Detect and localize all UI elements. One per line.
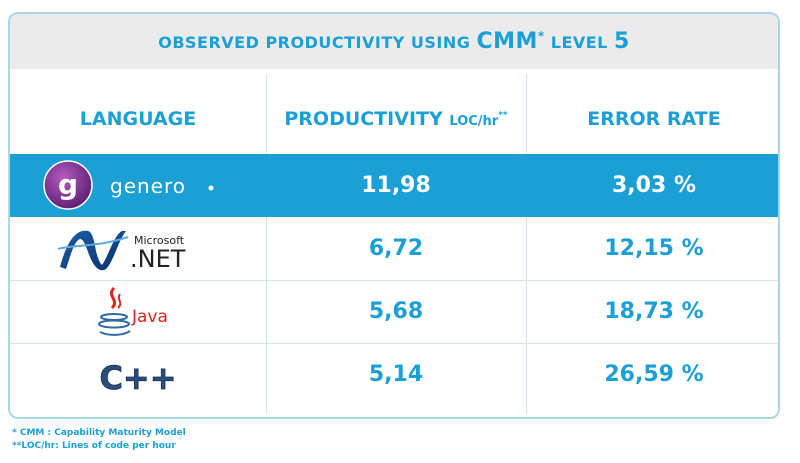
column-divider: [526, 74, 527, 414]
productivity-value: 11,98: [361, 173, 431, 198]
genero-logo: g genero: [10, 154, 266, 217]
microsoft-text: Microsoft: [134, 234, 185, 247]
title-level-number: 5: [613, 29, 630, 54]
table-row-java: Java 5,68 18,73 %: [10, 280, 778, 343]
column-divider: [266, 74, 267, 414]
footnote-cmm: * CMM : Capability Maturity Model: [12, 428, 186, 438]
row-separator: [10, 280, 778, 281]
productivity-value: 6,72: [368, 236, 424, 261]
genero-logo-text: genero: [110, 174, 186, 198]
header-language: LANGUAGE: [79, 108, 197, 130]
table-row-dotnet: Microsoft .NET 6,72 12,15 %: [10, 217, 778, 280]
error-rate-value: 26,59 %: [604, 362, 704, 387]
table-row-cpp: C++ 5,14 26,59 %: [10, 343, 778, 406]
header-error-rate: ERROR RATE: [587, 108, 721, 130]
title-star: *: [537, 28, 545, 43]
title-level: LEVEL: [544, 33, 614, 52]
table-row-genero: g genero 11,98 3,03 %: [10, 154, 778, 217]
error-rate-value: 3,03 %: [612, 173, 696, 198]
dotnet-logo: Microsoft .NET: [10, 217, 266, 280]
java-text: Java: [131, 307, 168, 327]
svg-text:g: g: [58, 168, 78, 201]
header-productivity: PRODUCTIVITY LOC/hr**: [284, 108, 508, 130]
cpp-logo: C++: [10, 343, 266, 406]
productivity-value: 5,14: [368, 362, 424, 387]
productivity-value: 5,68: [368, 299, 424, 324]
title-prefix: OBSERVED PRODUCTIVITY USING: [158, 33, 477, 52]
error-rate-value: 18,73 %: [604, 299, 704, 324]
title-cmm: CMM: [476, 29, 538, 54]
java-logo: Java: [10, 280, 266, 343]
row-separator: [10, 343, 778, 344]
productivity-unit-mark: **: [498, 110, 508, 121]
footnote-loc: **LOC/hr: Lines of code per hour: [12, 441, 176, 451]
net-text: .NET: [130, 245, 186, 273]
cpp-text: C++: [99, 359, 176, 397]
table-frame: OBSERVED PRODUCTIVITY USING CMM* LEVEL 5…: [8, 12, 780, 419]
table-title: OBSERVED PRODUCTIVITY USING CMM* LEVEL 5: [10, 14, 778, 69]
error-rate-value: 12,15 %: [604, 236, 704, 261]
productivity-unit: LOC/hr: [449, 114, 499, 129]
